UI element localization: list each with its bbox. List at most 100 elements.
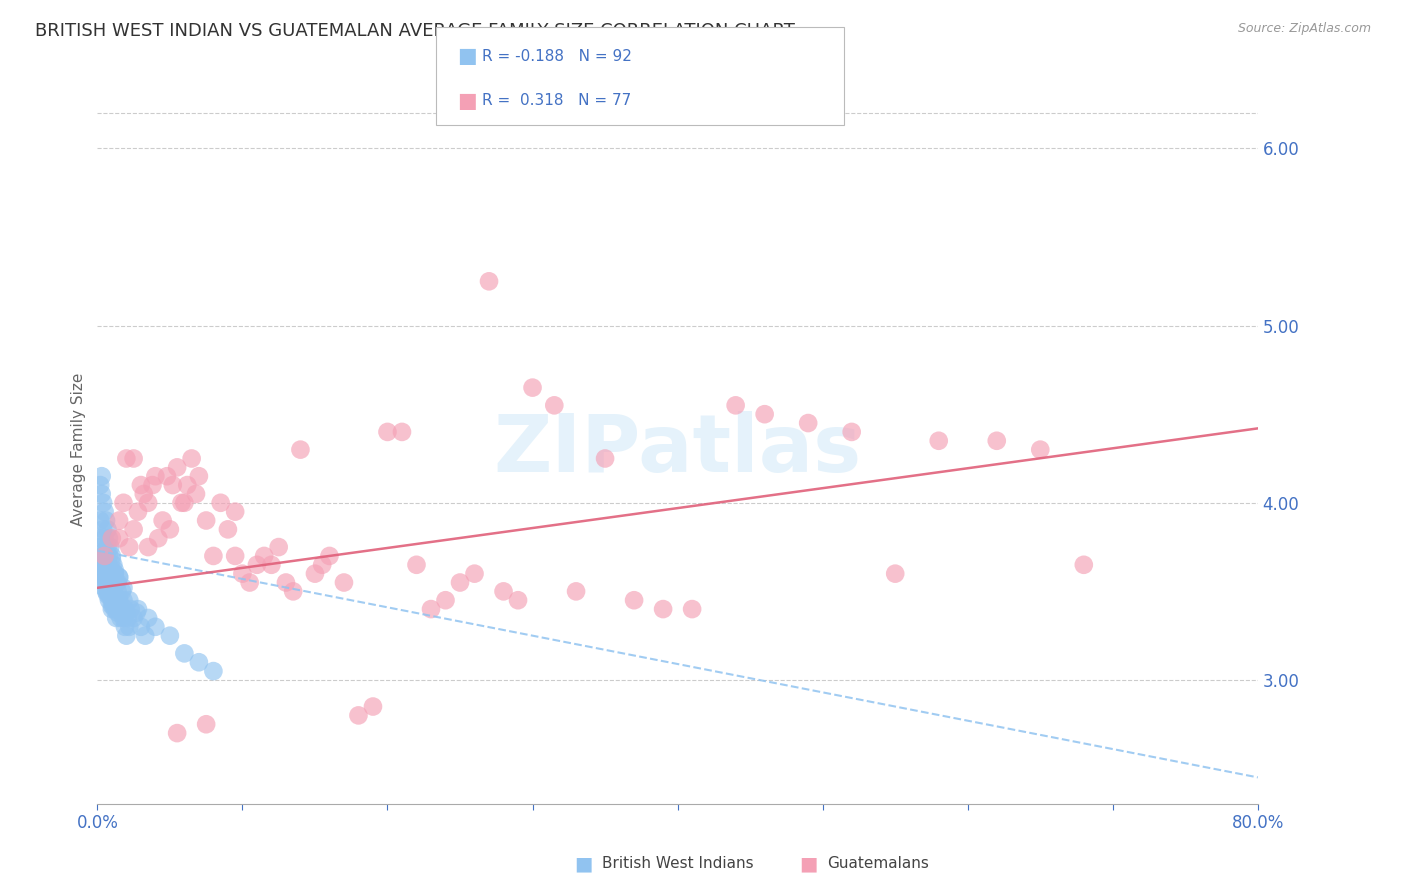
Point [246,558,269,572]
Point [115,451,138,466]
Point [127,505,149,519]
Point [434,593,457,607]
Point [884,566,907,581]
Point [449,575,471,590]
Text: ■: ■ [457,91,477,111]
Point [118,593,141,607]
Point [187,469,209,483]
Point [112,593,135,607]
Point [522,381,544,395]
Point [104,588,127,602]
Point [100,540,122,554]
Point [91,552,114,566]
Point [173,496,195,510]
Point [108,593,131,607]
Point [101,531,124,545]
Point [267,540,290,554]
Point [506,593,529,607]
Point [111,606,134,620]
Point [1073,558,1095,572]
Text: R =  0.318   N = 77: R = 0.318 N = 77 [482,94,631,108]
Point [118,620,141,634]
Point [100,581,122,595]
Point [93,566,115,581]
Point [136,540,159,554]
Point [90,549,112,563]
Point [105,599,128,613]
Point [122,522,145,536]
Point [347,708,370,723]
Point [107,606,129,620]
Point [96,588,118,602]
Point [101,593,124,607]
Point [333,575,356,590]
Point [132,487,155,501]
Point [120,602,142,616]
Point [103,558,125,572]
Point [90,566,112,581]
Point [108,514,131,528]
Point [304,566,326,581]
Point [184,487,207,501]
Point [162,478,184,492]
Point [478,274,501,288]
Point [96,581,118,595]
Point [841,425,863,439]
Point [129,478,152,492]
Point [217,522,239,536]
Point [159,629,181,643]
Point [463,566,485,581]
Point [681,602,703,616]
Point [224,549,246,563]
Point [112,611,135,625]
Text: BRITISH WEST INDIAN VS GUATEMALAN AVERAGE FAMILY SIZE CORRELATION CHART: BRITISH WEST INDIAN VS GUATEMALAN AVERAG… [35,22,794,40]
Point [91,496,114,510]
Text: R = -0.188   N = 92: R = -0.188 N = 92 [482,49,633,63]
Point [152,514,174,528]
Point [93,505,115,519]
Point [110,611,132,625]
Point [623,593,645,607]
Point [97,588,120,602]
Point [91,563,114,577]
Point [93,549,115,563]
Text: Guatemalans: Guatemalans [827,856,928,871]
Point [928,434,950,448]
Point [159,522,181,536]
Point [290,442,312,457]
Point [122,611,145,625]
Point [260,558,283,572]
Point [94,570,117,584]
Point [89,531,111,545]
Point [101,599,124,613]
Point [156,469,179,483]
Point [97,549,120,563]
Point [112,581,135,595]
Point [108,531,131,545]
Point [105,575,128,590]
Point [108,593,131,607]
Point [101,602,124,616]
Point [114,620,136,634]
Point [173,646,195,660]
Point [90,487,112,501]
Point [118,540,141,554]
Point [103,599,125,613]
Point [115,629,138,643]
Text: Source: ZipAtlas.com: Source: ZipAtlas.com [1237,22,1371,36]
Point [104,566,127,581]
Point [90,469,112,483]
Point [107,584,129,599]
Text: ZIPatlas: ZIPatlas [494,410,862,489]
Point [94,584,117,599]
Point [224,505,246,519]
Point [101,552,124,566]
Point [93,581,115,595]
Point [231,566,253,581]
Point [97,531,120,545]
Text: ■: ■ [574,854,593,873]
Point [104,563,127,577]
Point [87,540,110,554]
Point [104,566,127,581]
Text: British West Indians: British West Indians [602,856,754,871]
